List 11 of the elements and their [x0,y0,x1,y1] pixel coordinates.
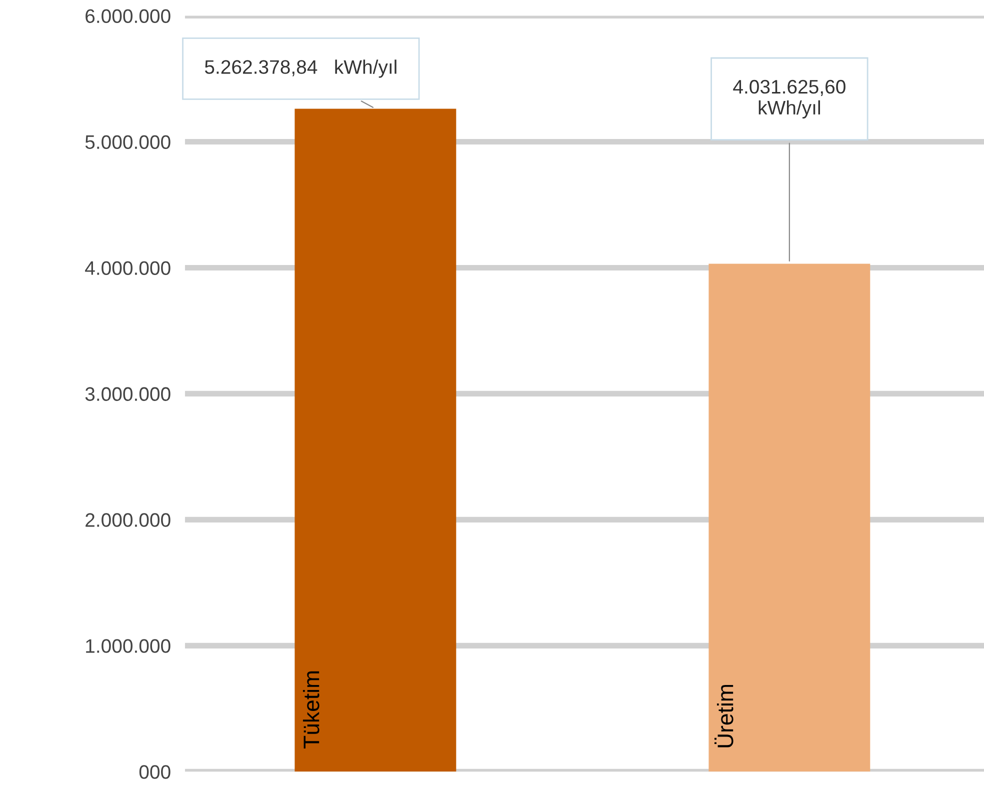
y-tick-label: 1.000.000 [86,639,170,653]
x-tick-label: Tüketim [302,671,320,748]
y-tick-label: 5.000.000 [85,135,170,149]
y-tick-label: 3.000.000 [85,387,170,401]
y-tick-label: 2.000.000 [86,513,170,527]
y-tick-label: 000 [139,765,170,779]
y-tick-label: 4.000.000 [85,261,170,275]
x-tick-label: Üretim [714,685,734,748]
y-tick-label: 6.000.000 [86,9,170,24]
data-label: 5.262.378,84 kWh/yıl [204,60,396,78]
data-label: 4.031.625,60 kWh/yıl [733,80,846,118]
